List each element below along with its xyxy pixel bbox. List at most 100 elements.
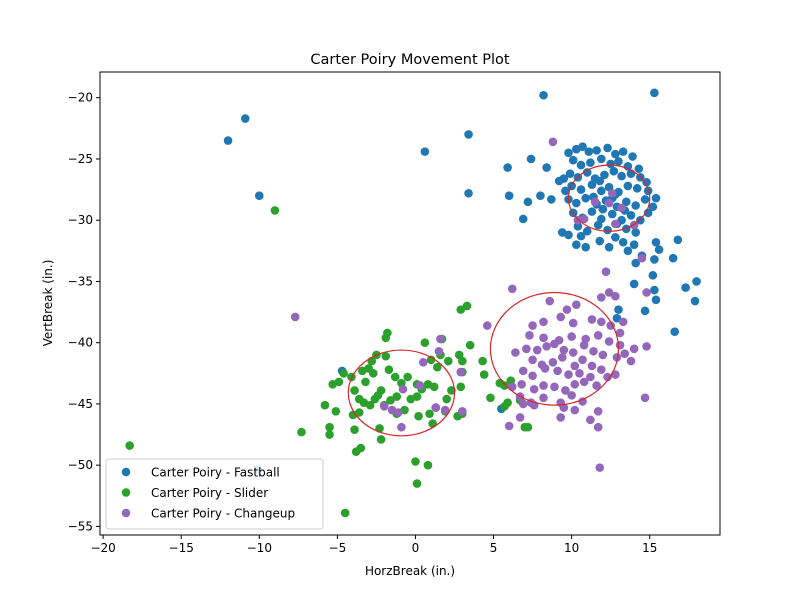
- data-point: [582, 168, 592, 177]
- data-point: [464, 188, 473, 198]
- data-point: [570, 380, 580, 389]
- data-point: [587, 207, 597, 216]
- data-point: [320, 400, 330, 410]
- data-point: [393, 408, 403, 417]
- x-tick-label: 15: [642, 541, 657, 555]
- series-2: [125, 206, 533, 518]
- data-point: [592, 381, 601, 390]
- data-point: [548, 137, 558, 147]
- x-axis: −20 −15 −10 −5 0 5 10 15: [90, 535, 657, 555]
- data-point: [593, 406, 603, 416]
- data-point: [650, 255, 659, 264]
- data-point: [511, 348, 520, 357]
- data-point: [592, 146, 601, 155]
- data-point: [586, 158, 595, 167]
- data-point: [542, 342, 551, 351]
- data-point: [623, 181, 633, 191]
- data-point: [556, 312, 566, 322]
- data-point: [631, 258, 640, 268]
- data-point: [595, 236, 605, 246]
- data-point: [654, 245, 664, 254]
- data-point: [590, 197, 600, 207]
- data-point: [414, 411, 423, 421]
- data-point: [681, 283, 690, 292]
- data-point: [579, 340, 589, 350]
- data-point: [462, 301, 472, 311]
- data-point: [375, 424, 384, 433]
- legend-item: Carter Poiry - Fastball: [121, 466, 280, 480]
- data-point: [442, 394, 452, 404]
- data-point: [325, 430, 334, 439]
- data-point: [420, 338, 430, 348]
- plot-area: [125, 88, 701, 518]
- data-point: [632, 184, 642, 193]
- data-point: [426, 355, 436, 365]
- y-tick-label: −45: [68, 397, 93, 411]
- data-point: [579, 377, 589, 387]
- legend-item: Carter Poiry - Changeup: [121, 507, 295, 521]
- data-point: [612, 313, 622, 323]
- data-point: [376, 435, 386, 444]
- data-point: [379, 402, 389, 411]
- data-point: [567, 332, 576, 341]
- data-point: [600, 170, 609, 180]
- data-point: [556, 413, 566, 422]
- data-point: [561, 186, 570, 196]
- legend-marker: [121, 488, 131, 497]
- data-point: [629, 279, 639, 289]
- data-point: [618, 317, 628, 327]
- y-axis: −55 −50 −45 −40 −35 −30 −25 −20: [68, 91, 100, 533]
- data-point: [270, 206, 280, 215]
- data-point: [575, 369, 584, 378]
- data-point: [486, 393, 495, 403]
- data-point: [454, 350, 464, 360]
- data-point: [597, 365, 606, 374]
- data-point: [668, 253, 678, 263]
- data-point: [673, 235, 683, 245]
- data-point: [587, 315, 597, 324]
- data-point: [373, 391, 383, 400]
- data-point: [515, 413, 525, 422]
- legend-label: Carter Poiry - Changeup: [151, 507, 295, 521]
- data-point: [670, 327, 680, 336]
- data-point: [325, 422, 334, 432]
- data-point: [597, 293, 606, 302]
- data-point: [361, 377, 370, 387]
- data-point: [465, 340, 475, 350]
- legend-marker: [121, 467, 131, 477]
- data-point: [539, 381, 548, 390]
- data-point: [547, 195, 556, 204]
- data-point: [464, 130, 473, 139]
- data-point: [572, 198, 581, 208]
- data-point: [595, 176, 605, 186]
- data-point: [570, 405, 580, 415]
- data-point: [648, 202, 658, 212]
- data-point: [648, 271, 658, 280]
- data-point: [578, 397, 587, 406]
- data-point: [297, 427, 306, 437]
- y-tick-label: −55: [68, 519, 93, 533]
- data-point: [631, 228, 640, 237]
- data-point: [690, 296, 700, 306]
- data-point: [561, 386, 570, 395]
- data-point: [618, 237, 628, 247]
- data-point: [604, 242, 614, 252]
- data-point: [447, 386, 456, 395]
- data-point: [573, 215, 583, 225]
- data-point: [553, 366, 562, 376]
- data-point: [358, 366, 367, 376]
- data-point: [568, 348, 578, 357]
- data-point: [611, 149, 620, 159]
- data-point: [593, 422, 603, 432]
- x-tick-label: −10: [247, 541, 272, 555]
- data-point: [554, 176, 564, 186]
- data-point: [411, 457, 420, 466]
- data-point: [403, 372, 412, 382]
- data-point: [418, 357, 428, 367]
- data-point: [572, 300, 581, 310]
- data-point: [598, 204, 608, 214]
- data-point: [425, 409, 434, 419]
- data-point: [433, 362, 442, 372]
- data-point: [412, 479, 422, 488]
- data-point: [348, 410, 358, 420]
